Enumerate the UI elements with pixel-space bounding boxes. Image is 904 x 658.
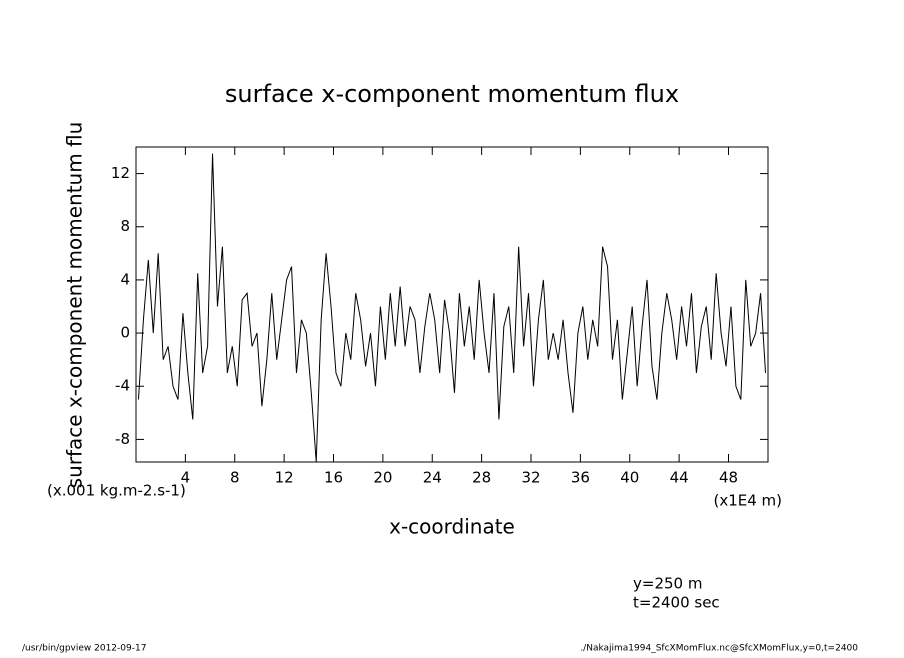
x-tick-label: 16: [324, 469, 343, 487]
x-tick-label: 4: [181, 469, 191, 487]
footer: /usr/bin/gpview 2012-09-17: [22, 644, 146, 654]
plot-frame: [135, 146, 769, 463]
y-tick-label: -8: [115, 430, 130, 448]
data-line: [137, 153, 767, 463]
x-tick-label: 24: [423, 469, 442, 487]
annotation: y=250 m: [633, 575, 702, 593]
x-tick-label: 28: [472, 469, 491, 487]
y-unit: (x.001 kg.m-2.s-1): [47, 482, 186, 500]
x-tick-label: 12: [275, 469, 294, 487]
x-tick-label: 20: [373, 469, 392, 487]
x-tick-label: 36: [571, 469, 590, 487]
x-tick-label: 40: [620, 469, 639, 487]
y-tick-label: -4: [115, 377, 130, 395]
annotation: t=2400 sec: [633, 594, 720, 612]
x-tick-label: 32: [521, 469, 540, 487]
x-tick-label: 8: [230, 469, 240, 487]
y-tick-label: 0: [120, 324, 130, 342]
x-tick-label: 44: [670, 469, 689, 487]
y-tick-label: 12: [111, 164, 130, 182]
x-axis-label: x-coordinate: [389, 515, 515, 539]
y-tick-label: 8: [120, 217, 130, 235]
y-tick-label: 4: [120, 270, 130, 288]
y-axis-label: surface x-component momentum flu: [63, 122, 87, 489]
chart-title: surface x-component momentum flux: [225, 80, 679, 108]
footer: ./Nakajima1994_SfcXMomFlux.nc@SfcXMomFlu…: [580, 644, 858, 654]
x-unit: (x1E4 m): [713, 492, 782, 510]
x-tick-label: 48: [719, 469, 738, 487]
